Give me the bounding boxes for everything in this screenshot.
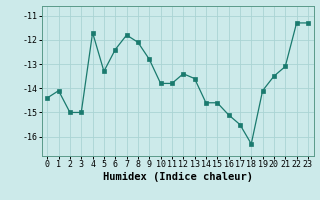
X-axis label: Humidex (Indice chaleur): Humidex (Indice chaleur) <box>103 172 252 182</box>
